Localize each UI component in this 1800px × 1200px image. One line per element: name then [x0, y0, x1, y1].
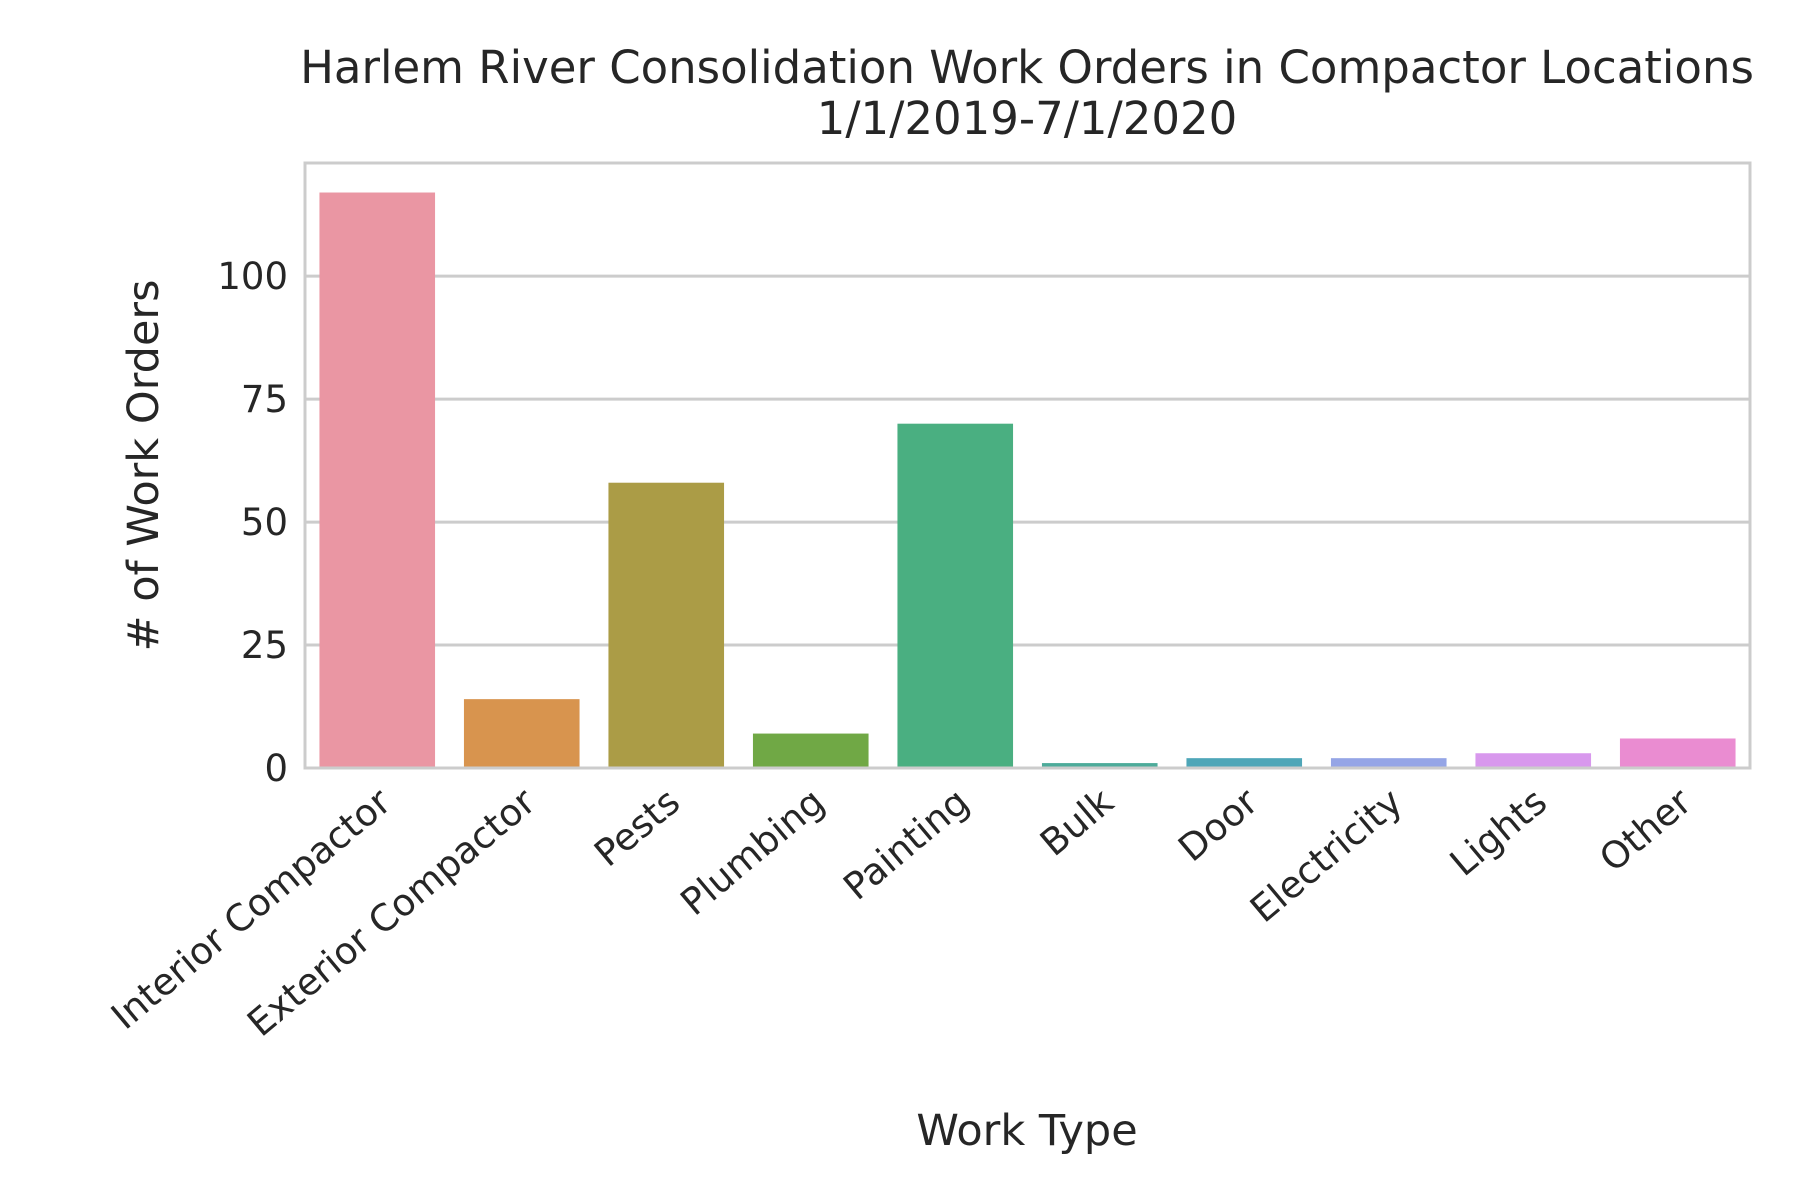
- bar-plumbing: [752, 733, 869, 768]
- bar-pests: [608, 482, 725, 768]
- chart-subtitle: 1/1/2019-7/1/2020: [817, 92, 1237, 145]
- y-tick-label: 75: [241, 378, 288, 421]
- chart-title: Harlem River Consolidation Work Orders i…: [300, 41, 1754, 94]
- plot-frame: [303, 161, 1752, 770]
- bar-door: [1186, 758, 1303, 768]
- y-tick-label: 100: [217, 255, 288, 298]
- y-tick-label: 50: [241, 501, 288, 544]
- y-axis-label: # of Work Orders: [119, 280, 169, 652]
- gridlines: [305, 274, 1750, 647]
- bar-electricity: [1330, 758, 1447, 768]
- y-tick-label: 25: [241, 624, 288, 667]
- bars: [319, 192, 1736, 768]
- y-tick-label: 0: [264, 747, 288, 790]
- bar-lights: [1475, 753, 1592, 768]
- bar-bulk: [1041, 763, 1158, 768]
- bar-exterior-compactor: [463, 699, 580, 768]
- bar-interior-compactor: [319, 192, 436, 768]
- bar-other: [1619, 738, 1736, 768]
- bar-painting: [897, 423, 1014, 768]
- y-tick-labels: 0 25 50 75 100: [217, 255, 288, 790]
- x-axis-label: Work Type: [916, 1106, 1137, 1156]
